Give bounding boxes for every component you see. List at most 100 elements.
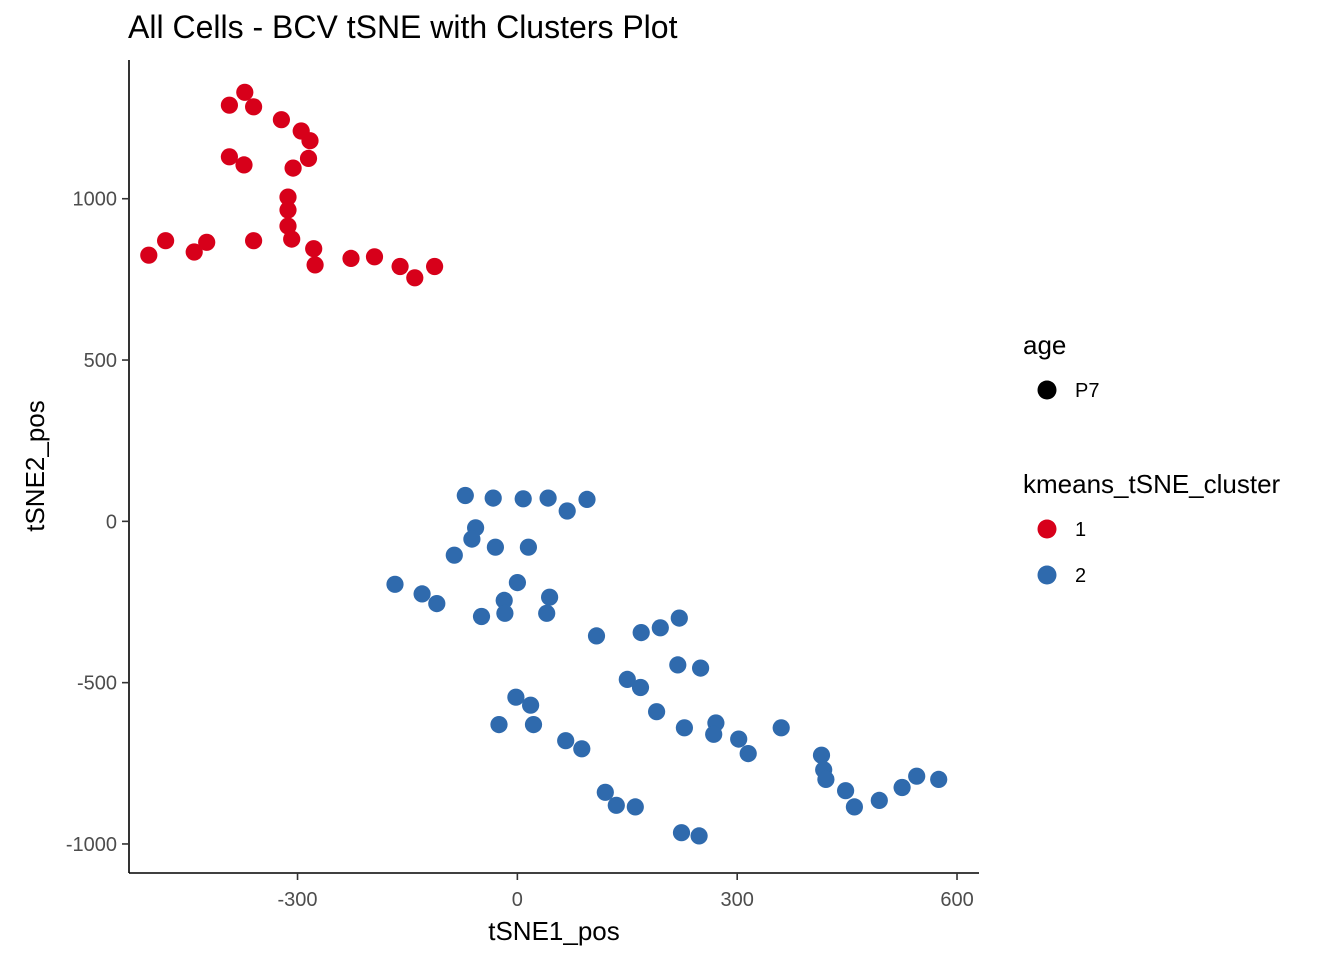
data-point-cluster-2 (472, 607, 491, 626)
data-point-cluster-2 (558, 502, 576, 520)
data-point-cluster-1 (426, 257, 444, 276)
x-tick-label: 600 (940, 889, 973, 911)
data-point-cluster-2 (496, 604, 514, 622)
data-point-cluster-2 (930, 770, 948, 789)
data-point-cluster-2 (463, 530, 481, 548)
data-point-cluster-2 (908, 767, 926, 785)
data-point-cluster-2 (817, 770, 835, 789)
data-point-cluster-1 (391, 257, 409, 276)
data-point-cluster-2 (631, 678, 650, 697)
data-point-cluster-2 (486, 538, 504, 556)
data-point-cluster-1 (406, 269, 424, 287)
legend-title: kmeans_tSNE_cluster (1023, 469, 1281, 499)
data-point-cluster-2 (730, 730, 748, 748)
data-point-cluster-2 (445, 546, 463, 564)
data-point-cluster-2 (626, 798, 644, 816)
data-point-cluster-1 (272, 111, 290, 129)
y-tick-label: 1000 (73, 189, 118, 211)
data-point-cluster-2 (845, 798, 864, 816)
data-point-cluster-2 (596, 783, 614, 801)
x-axis-ticks: -300 0 300 600 (278, 873, 974, 911)
data-point-cluster-2 (669, 656, 687, 674)
data-point-cluster-2 (772, 719, 790, 737)
y-tick-label: 500 (84, 350, 117, 372)
y-tick-label: -500 (77, 673, 117, 695)
data-point-cluster-1 (306, 256, 324, 274)
data-point-cluster-2 (705, 725, 723, 743)
data-point-cluster-1 (283, 230, 301, 248)
data-point-cluster-1 (185, 243, 203, 261)
data-point-cluster-1 (235, 156, 253, 174)
data-point-cluster-1 (140, 246, 158, 264)
x-tick-label: 0 (512, 889, 523, 911)
data-point-cluster-1 (236, 83, 254, 101)
data-point-cluster-1 (279, 201, 297, 219)
data-point-cluster-1 (365, 248, 384, 266)
legend-key (1037, 519, 1057, 539)
data-point-cluster-2 (587, 627, 606, 645)
legend-label: 2 (1075, 565, 1086, 587)
data-point-cluster-2 (541, 588, 559, 606)
data-point-cluster-2 (692, 659, 710, 677)
data-point-cluster-1 (284, 159, 302, 177)
data-point-cluster-2 (538, 604, 556, 622)
data-point-cluster-2 (522, 696, 540, 714)
data-point-cluster-2 (507, 688, 525, 706)
legend-label: P7 (1075, 380, 1099, 402)
data-point-cluster-2 (557, 732, 575, 750)
data-point-cluster-2 (870, 791, 888, 810)
data-point-cluster-2 (519, 538, 538, 556)
data-point-cluster-2 (632, 624, 650, 642)
data-point-cluster-2 (456, 486, 474, 505)
data-point-cluster-1 (245, 232, 263, 250)
plot-area: -300 0 300 600 -1000 -500 0 500 1000 (66, 60, 979, 911)
legend-label: 1 (1075, 519, 1086, 541)
data-point-cluster-1 (220, 96, 238, 114)
y-tick-label: 0 (106, 511, 117, 533)
x-tick-label: -300 (278, 889, 318, 911)
data-point-cluster-1 (299, 149, 318, 167)
data-point-cluster-2 (675, 719, 694, 737)
data-point-cluster-2 (386, 575, 404, 593)
data-point-cluster-2 (508, 574, 526, 592)
data-point-cluster-1 (220, 148, 238, 166)
legend-key (1037, 380, 1057, 400)
data-point-cluster-2 (524, 716, 543, 734)
chart-title: All Cells - BCV tSNE with Clusters Plot (128, 9, 678, 45)
data-point-cluster-1 (305, 240, 323, 258)
data-point-cluster-2 (428, 595, 446, 613)
data-point-cluster-2 (618, 670, 636, 689)
y-axis-title: tSNE2_pos (20, 400, 50, 532)
data-point-cluster-2 (690, 827, 708, 845)
data-point-cluster-2 (672, 824, 691, 842)
data-point-cluster-2 (651, 619, 669, 637)
data-point-cluster-2 (413, 585, 431, 603)
data-point-cluster-2 (812, 746, 831, 764)
data-point-cluster-2 (539, 489, 557, 507)
data-point-cluster-2 (484, 489, 502, 507)
data-point-cluster-2 (495, 591, 513, 610)
legend-title: age (1023, 330, 1066, 360)
data-point-cluster-2 (573, 740, 591, 758)
legend: age P7 kmeans_tSNE_cluster 1 2 (1023, 330, 1281, 587)
data-point-cluster-2 (607, 796, 625, 814)
points-layer (140, 83, 948, 845)
y-axis-ticks: -1000 -500 0 500 1000 (66, 189, 129, 856)
data-point-cluster-2 (490, 716, 508, 734)
data-point-cluster-1 (279, 217, 297, 235)
data-point-cluster-2 (648, 703, 666, 721)
x-tick-label: 300 (721, 889, 754, 911)
legend-key (1037, 565, 1057, 585)
data-point-cluster-2 (670, 609, 688, 627)
data-point-cluster-1 (157, 232, 175, 250)
data-point-cluster-2 (837, 782, 855, 800)
data-point-cluster-1 (342, 249, 360, 267)
data-point-cluster-1 (198, 233, 216, 251)
data-point-cluster-1 (279, 188, 297, 206)
y-tick-label: -1000 (66, 834, 117, 856)
data-point-cluster-1 (245, 98, 263, 116)
data-point-cluster-2 (578, 490, 596, 508)
x-axis-title: tSNE1_pos (488, 916, 620, 946)
data-point-cluster-2 (893, 778, 911, 797)
